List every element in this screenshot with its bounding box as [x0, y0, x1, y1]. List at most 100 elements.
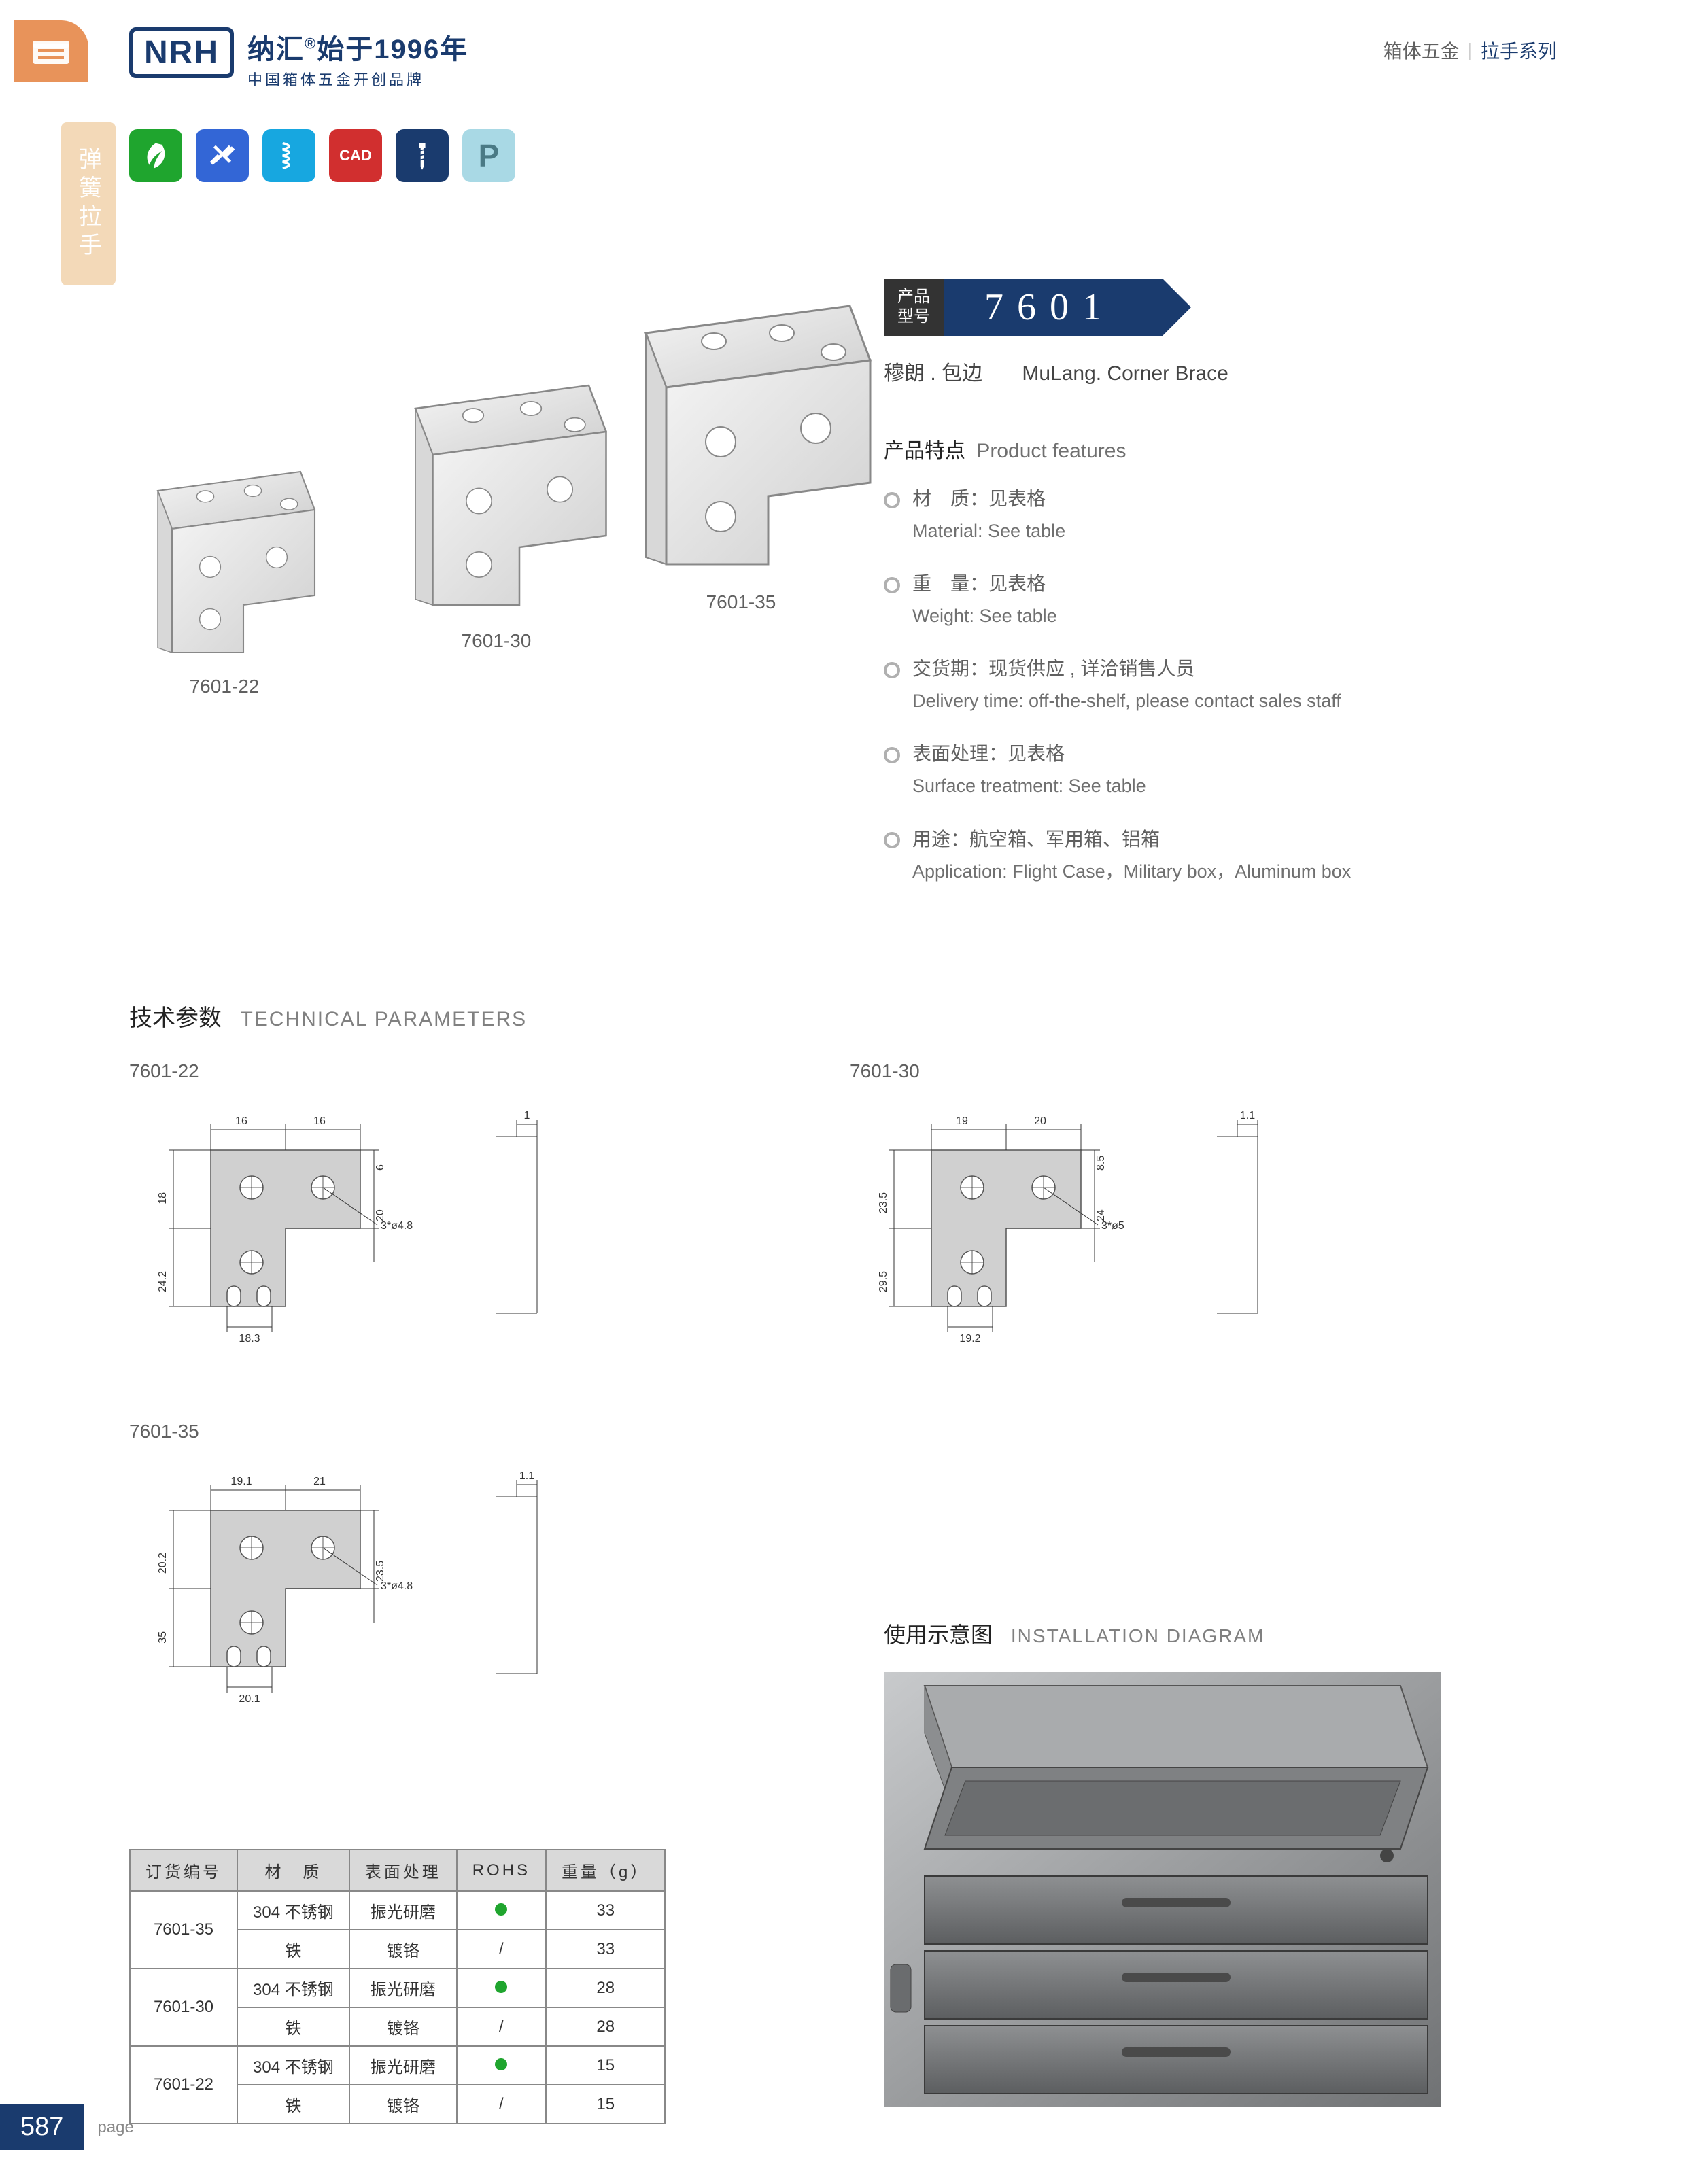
- breadcrumb: 箱体五金 | 拉手系列: [1383, 37, 1557, 64]
- svg-text:29.5: 29.5: [878, 1271, 889, 1292]
- svg-text:35: 35: [157, 1631, 169, 1644]
- svg-text:1.1: 1.1: [519, 1470, 534, 1482]
- features-list: 材 质：见表格Material: See table 重 量：见表格Weight:…: [884, 484, 1496, 885]
- feature-item: 表面处理：见表格Surface treatment: See table: [884, 739, 1496, 799]
- table-row: 7601-35304 不锈钢振光研磨33: [130, 1891, 665, 1930]
- section-tab: 弹簧拉手: [61, 122, 116, 285]
- product-render: 7601-30: [381, 374, 612, 652]
- spec-table: 订货编号材 质表面处理ROHS重量（g） 7601-35304 不锈钢振光研磨3…: [129, 1849, 666, 2124]
- svg-text:1.1: 1.1: [1240, 1110, 1255, 1122]
- brand-logo-block: NRH 纳汇®始于1996年 中国箱体五金开创品牌: [129, 27, 468, 90]
- rohs-dot-icon: [495, 1981, 507, 1993]
- svg-text:20.1: 20.1: [239, 1693, 260, 1705]
- svg-text:20: 20: [375, 1209, 386, 1221]
- svg-text:1: 1: [524, 1110, 530, 1122]
- table-cell: [457, 2046, 546, 2085]
- table-cell: 304 不锈钢: [237, 1969, 349, 2007]
- table-header-cell: 重量（g）: [546, 1850, 665, 1891]
- table-header-cell: 表面处理: [349, 1850, 457, 1891]
- table-cell: /: [457, 2007, 546, 2046]
- install-heading: 使用示意图 INSTALLATION DIAGRAM: [884, 1618, 1264, 1649]
- product-label: 7601-35: [605, 591, 877, 613]
- svg-text:23.5: 23.5: [375, 1561, 386, 1582]
- rohs-dot-icon: [495, 2058, 507, 2070]
- product-render: 7601-35: [605, 292, 877, 613]
- table-cell: 15: [546, 2085, 665, 2124]
- table-cell: 28: [546, 2007, 665, 2046]
- feature-icon: [129, 129, 182, 182]
- svg-text:24: 24: [1095, 1209, 1107, 1221]
- page-label: page: [97, 2118, 133, 2137]
- tech-diagram: 7601-35 3*ø4.8 19.1 21: [129, 1421, 605, 1752]
- feature-icon: [396, 129, 449, 182]
- order-code-cell: 7601-22: [130, 2046, 237, 2124]
- tech-params-heading: 技术参数 TECHNICAL PARAMETERS: [129, 999, 527, 1033]
- tech-diagram: 7601-30 3*ø5 19 20: [850, 1060, 1326, 1391]
- product-render: 7601-22: [129, 462, 320, 697]
- feature-item: 材 质：见表格Material: See table: [884, 484, 1496, 544]
- feature-icon: P: [462, 129, 515, 182]
- page-header: NRH 纳汇®始于1996年 中国箱体五金开创品牌 箱体五金 | 拉手系列: [129, 27, 1557, 102]
- table-cell: 33: [546, 1930, 665, 1969]
- table-cell: 振光研磨: [349, 1969, 457, 2007]
- page-number: 587: [0, 2104, 84, 2150]
- table-cell: 铁: [237, 1930, 349, 1969]
- svg-text:23.5: 23.5: [878, 1192, 889, 1213]
- product-label: 7601-30: [381, 630, 612, 652]
- brand-name: 纳汇®始于1996年: [247, 27, 468, 67]
- feature-icon: CAD: [329, 129, 382, 182]
- model-number: 7601: [944, 279, 1163, 336]
- feature-icon-bar: CAD P: [129, 129, 515, 182]
- table-header-cell: ROHS: [457, 1850, 546, 1891]
- svg-text:19.1: 19.1: [230, 1476, 252, 1487]
- table-cell: 振光研磨: [349, 1891, 457, 1930]
- table-cell: 304 不锈钢: [237, 1891, 349, 1930]
- model-info: 产品 型号 7601 穆朗 . 包边 MuLang. Corner Brace …: [884, 279, 1496, 909]
- svg-text:20.2: 20.2: [157, 1553, 169, 1574]
- table-cell: 铁: [237, 2085, 349, 2124]
- table-header-cell: 订货编号: [130, 1850, 237, 1891]
- svg-text:6: 6: [375, 1164, 386, 1171]
- table-cell: 铁: [237, 2007, 349, 2046]
- model-badge: 产品 型号 7601: [884, 279, 1496, 336]
- table-cell: 304 不锈钢: [237, 2046, 349, 2085]
- top-badge: [14, 20, 88, 82]
- table-row: 7601-30304 不锈钢振光研磨28: [130, 1969, 665, 2007]
- table-cell: [457, 1891, 546, 1930]
- feature-item: 交货期：现货供应 , 详洽销售人员Delivery time: off-the-…: [884, 654, 1496, 714]
- svg-text:19: 19: [956, 1115, 968, 1127]
- series-label: 拉手系列: [1481, 37, 1557, 64]
- tech-diagram: 7601-22 3*ø4.8 16 16: [129, 1060, 605, 1391]
- catalog-page: NRH 纳汇®始于1996年 中国箱体五金开创品牌 箱体五金 | 拉手系列 弹簧…: [0, 0, 1686, 2184]
- table-row: 7601-22304 不锈钢振光研磨15: [130, 2046, 665, 2085]
- product-render-area: 7601-22 7601-30 7601: [129, 292, 836, 809]
- table-cell: [457, 1969, 546, 2007]
- table-header-row: 订货编号材 质表面处理ROHS重量（g）: [130, 1850, 665, 1891]
- svg-text:16: 16: [235, 1115, 247, 1127]
- table-cell: 镀铬: [349, 2085, 457, 2124]
- category-label: 箱体五金: [1383, 37, 1460, 64]
- table-cell: 镀铬: [349, 1930, 457, 1969]
- svg-text:8.5: 8.5: [1095, 1156, 1107, 1171]
- feature-icon: [262, 129, 315, 182]
- table-cell: /: [457, 2085, 546, 2124]
- svg-text:19.2: 19.2: [959, 1333, 980, 1345]
- feature-item: 用途：航空箱、军用箱、铝箱Application: Flight Case，Mi…: [884, 825, 1496, 885]
- table-cell: /: [457, 1930, 546, 1969]
- svg-text:24.2: 24.2: [157, 1271, 169, 1292]
- feature-item: 重 量：见表格Weight: See table: [884, 569, 1496, 629]
- brand-logo: NRH: [129, 27, 234, 78]
- table-header-cell: 材 质: [237, 1850, 349, 1891]
- model-name: 穆朗 . 包边 MuLang. Corner Brace: [884, 356, 1496, 386]
- brand-tagline: 中国箱体五金开创品牌: [247, 68, 468, 90]
- order-code-cell: 7601-35: [130, 1891, 237, 1969]
- svg-text:18.3: 18.3: [239, 1333, 260, 1345]
- page-footer: 587 page: [0, 2104, 134, 2150]
- rohs-dot-icon: [495, 1903, 507, 1916]
- order-code-cell: 7601-30: [130, 1969, 237, 2046]
- svg-text:18: 18: [157, 1192, 169, 1204]
- table-cell: 28: [546, 1969, 665, 2007]
- svg-text:21: 21: [313, 1476, 326, 1487]
- feature-icon: [196, 129, 249, 182]
- product-label: 7601-22: [129, 676, 320, 697]
